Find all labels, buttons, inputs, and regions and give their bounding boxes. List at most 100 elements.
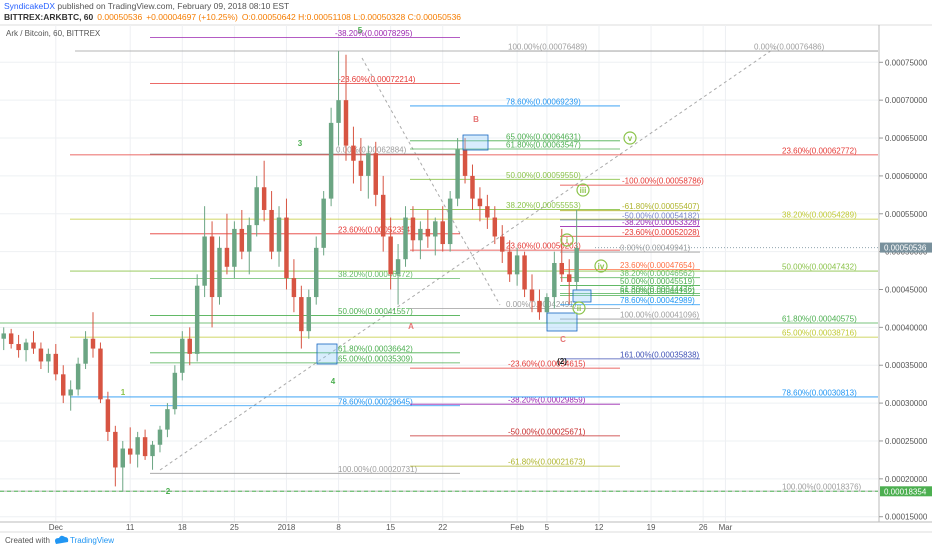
price: 0.00050536	[97, 12, 142, 22]
chart-title: Ark / Bitcoin, 60, BITTREX	[6, 29, 101, 38]
x-tick-label: 22	[438, 523, 447, 532]
candle-body	[559, 262, 565, 275]
candle-body	[23, 342, 29, 351]
candle-body	[500, 236, 505, 252]
fib-label: 0.00%(0.00049941)	[620, 244, 691, 253]
header-line: SyndicakeDX published on TradingView.com…	[4, 1, 289, 11]
published: published on TradingView.com, February 0…	[55, 1, 289, 11]
candle-body	[247, 225, 252, 252]
fib-label: 61.80%(0.00063547)	[506, 141, 581, 150]
x-tick-label: 2018	[278, 523, 296, 532]
y-tick-label: 0.00045000	[885, 285, 928, 294]
candle-body	[239, 228, 245, 252]
highlight-box	[462, 134, 489, 151]
fib-label: -38.20%(0.00078295)	[335, 29, 413, 38]
candle-body	[507, 251, 512, 275]
footer-created: Created with	[5, 536, 50, 545]
candle-body	[53, 353, 59, 375]
candle-body	[150, 444, 155, 457]
candle-body	[299, 297, 304, 332]
candle-body	[403, 217, 408, 260]
candle-body	[380, 194, 386, 237]
candle-body	[425, 228, 431, 237]
fib-label: 50.00%(0.00059550)	[506, 171, 581, 180]
logo	[55, 535, 69, 544]
fib-label: -23.60%(0.00072214)	[338, 75, 416, 84]
candle-body	[224, 247, 230, 267]
wave-circle	[623, 131, 637, 145]
price-tag	[880, 242, 932, 253]
fib-label: 50.00%(0.00045519)	[620, 277, 695, 286]
footer-brand[interactable]: TradingView	[70, 536, 114, 545]
candle-body	[194, 285, 200, 354]
candle-body	[313, 247, 319, 298]
candle-body	[232, 228, 237, 267]
candle-body	[61, 374, 66, 396]
price-tag	[880, 486, 932, 497]
candle-body	[470, 175, 475, 199]
wave-label: ii	[577, 304, 581, 313]
fib-label: 100.00%(0.00041096)	[620, 311, 700, 320]
fib-label: 65.00%(0.00038716)	[782, 329, 857, 338]
fib-label: 61.80%(0.00044476)	[620, 285, 695, 294]
candle-body	[16, 344, 21, 351]
candle-body	[113, 431, 118, 468]
candle-body	[269, 209, 274, 252]
candle-body	[284, 217, 289, 279]
candle-body	[172, 372, 178, 410]
fib-label: 38.20%(0.00046472)	[338, 270, 413, 279]
fib-label: 65.00%(0.00064631)	[506, 132, 581, 141]
wave-circle	[576, 183, 590, 197]
candle-body	[98, 348, 103, 400]
wave-circle	[572, 301, 586, 315]
fib-label: 78.60%(0.00069239)	[506, 97, 581, 106]
candle-body	[336, 100, 341, 123]
x-tick-label: Dec	[49, 523, 63, 532]
candle-body	[261, 187, 267, 210]
candle-body	[187, 338, 192, 354]
fib-label: 100.00%(0.00020731)	[338, 465, 418, 474]
candle-body	[418, 228, 423, 241]
fib-label: -50.00%(0.00025671)	[508, 427, 586, 436]
candle-body	[157, 429, 163, 445]
candle-body	[522, 255, 527, 290]
candle-body	[306, 297, 312, 332]
fib-label: -50.00%(0.00054182)	[622, 211, 700, 220]
y-tick-label: 0.00075000	[885, 58, 928, 67]
candle-body	[46, 353, 51, 362]
symbol-line: BITTREX:ARKBTC, 60 0.00050536 +0.00004697 …	[4, 12, 461, 22]
x-tick-label: 8	[336, 523, 341, 532]
fib-label: -100.00%(0.00058786)	[622, 177, 704, 186]
author[interactable]: SyndicakeDX	[4, 1, 55, 11]
candle-body	[321, 198, 326, 248]
candle-body	[477, 198, 483, 207]
candle-body	[127, 448, 133, 455]
candle-body	[217, 247, 222, 298]
fib-label: 23.60%(0.00047654)	[620, 261, 695, 270]
x-tick-label: 5	[545, 523, 550, 532]
plot: -38.20%(0.00078295) -23.60%(0.00072214) 0.…	[0, 25, 878, 522]
wave-label: 3	[298, 139, 303, 148]
candle-body	[447, 198, 453, 245]
y-tick-label: 0.00015000	[885, 513, 928, 522]
candle-body	[351, 145, 356, 161]
y-tick-label: 0.00040000	[885, 323, 928, 332]
wave-label: 4	[331, 377, 336, 386]
candle-body	[276, 217, 282, 252]
candle-body	[105, 399, 111, 432]
candle-body	[68, 389, 73, 396]
fib-label: 38.20%(0.00046562)	[620, 269, 695, 278]
candle-body	[75, 363, 81, 390]
fib-label: 23.60%(0.00052354)	[338, 225, 413, 234]
fib-label: 50.00%(0.00041557)	[338, 307, 413, 316]
wave-label: 5	[358, 26, 363, 35]
fib-label: 100.00%(0.00076489)	[508, 43, 588, 52]
fib-label: 23.60%(0.00050203)	[506, 242, 581, 251]
fib-label: 38.20%(0.00054289)	[782, 211, 857, 220]
wave-circle	[594, 259, 608, 273]
y-tick-label: 0.00025000	[885, 437, 928, 446]
fib-label: 61.80%(0.00036642)	[338, 344, 413, 353]
candle-body	[514, 255, 520, 275]
candle-body	[433, 221, 438, 237]
